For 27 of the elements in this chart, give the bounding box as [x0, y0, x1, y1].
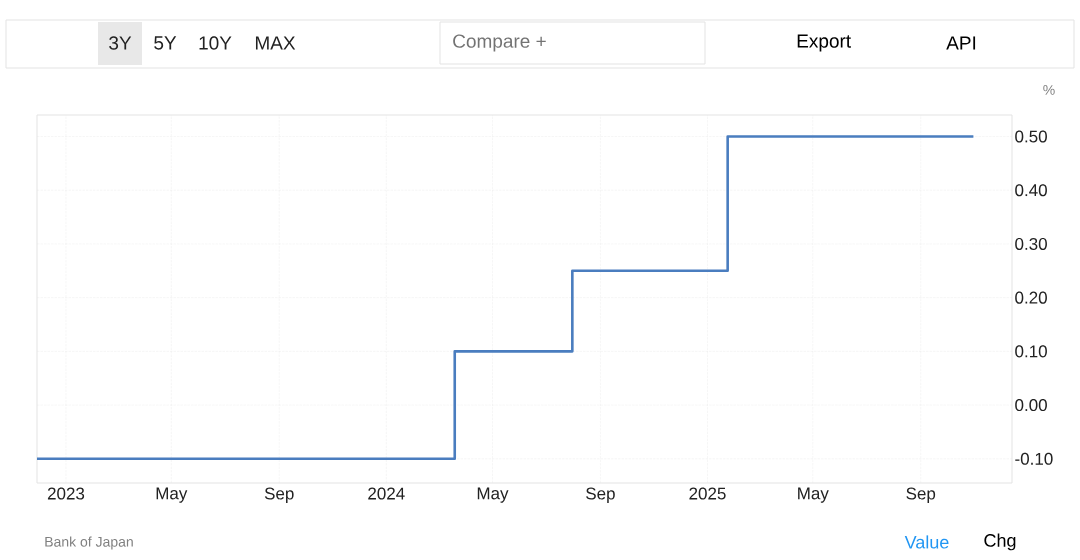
- text: Export: [797, 34, 851, 52]
- text: Value: [904, 535, 949, 549]
- text: Chg: [984, 533, 1016, 551]
- x-tick-label: May: [156, 487, 188, 503]
- y-tick-label: 0.10: [1015, 345, 1047, 358]
- text: MAX: [255, 36, 296, 50]
- text: Compare +: [453, 34, 546, 52]
- text: 10Y: [199, 36, 232, 50]
- text: Bank of Japan: [45, 536, 133, 550]
- x-tick-label: Sep: [906, 487, 936, 503]
- x-tick-label: May: [798, 487, 829, 503]
- x-tick-label: 2023: [47, 487, 85, 500]
- y-tick-label: 0.00: [1015, 399, 1047, 412]
- x-tick-label: Sep: [586, 487, 615, 503]
- y-tick-label: 0.30: [1015, 237, 1047, 250]
- text: 5Y: [154, 36, 177, 50]
- x-tick-label: 2024: [368, 487, 405, 500]
- text: 3Y: [109, 36, 132, 50]
- x-tick-label: May: [477, 487, 509, 503]
- y-axis-title: %: [1043, 85, 1055, 95]
- x-tick-label: Sep: [264, 487, 294, 503]
- text: API: [946, 36, 976, 50]
- y-tick-label: 0.20: [1015, 291, 1047, 304]
- x-tick-label: 2025: [689, 487, 726, 500]
- y-tick-label: 0.40: [1015, 184, 1047, 197]
- y-tick-label: -0.10: [1015, 452, 1053, 465]
- y-tick-label: 0.50: [1015, 130, 1047, 143]
